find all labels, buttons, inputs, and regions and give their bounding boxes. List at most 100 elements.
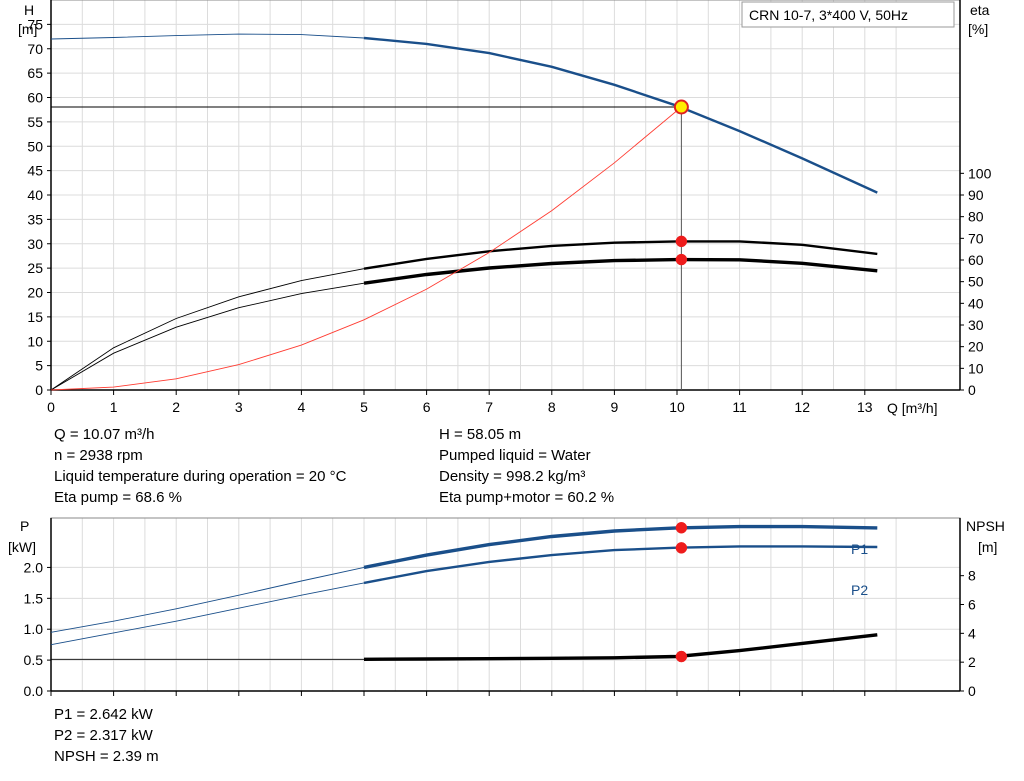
right-tick-label: 30 — [968, 317, 984, 333]
upper-left-axis-label-line1: H — [24, 2, 34, 18]
x-tick-label: 13 — [857, 399, 873, 415]
right-tick-label: 60 — [968, 252, 984, 268]
info-p1: P1 = 2.642 kW — [54, 706, 153, 723]
series-label-p1: P1 — [851, 541, 868, 557]
legend-box-text: CRN 10-7, 3*400 V, 50Hz — [749, 7, 908, 23]
info-flow: Q = 10.07 m³/h — [54, 426, 155, 443]
left-tick-label: 50 — [27, 138, 43, 154]
duty-point-marker — [673, 99, 689, 115]
left-tick-label: 60 — [27, 90, 43, 106]
x-axis-label: Q [m³/h] — [887, 400, 938, 416]
info-left: Q = 10.07 m³/h n = 2938 rpm Liquid tempe… — [54, 424, 346, 508]
left-tick-label: 30 — [27, 236, 43, 252]
x-tick-label: 6 — [423, 399, 431, 415]
info-eta-pump-motor: Eta pump+motor = 60.2 % — [439, 489, 615, 506]
info-npsh: NPSH = 2.39 m — [54, 748, 159, 765]
x-tick-label: 3 — [235, 399, 243, 415]
right-tick-label: 6 — [968, 597, 976, 613]
lower-markers — [675, 522, 688, 663]
right-tick-label: 90 — [968, 187, 984, 203]
series-line-1 — [363, 545, 878, 585]
right-tick-label: 8 — [968, 568, 976, 584]
operating-point-marker — [675, 235, 688, 248]
operating-point-marker — [675, 253, 688, 266]
right-tick-label: 70 — [968, 230, 984, 246]
x-tick-label: 11 — [732, 399, 747, 415]
x-tick-label: 1 — [110, 399, 118, 415]
upper-left-axis-label-line2: [m] — [18, 21, 37, 37]
series-line-thin-0 — [50, 566, 365, 633]
upper-right-axis-label-line1: eta — [970, 2, 990, 18]
lower-grid — [50, 517, 961, 692]
right-tick-label: 80 — [968, 209, 984, 225]
operating-point-marker — [675, 542, 688, 554]
left-tick-label: 55 — [27, 114, 43, 130]
info-bottom: P1 = 2.642 kW P2 = 2.317 kW NPSH = 2.39 … — [54, 704, 159, 767]
x-tick-label: 5 — [360, 399, 368, 415]
upper-tick-labels: 0510152025303540455055606570750102030405… — [27, 16, 991, 415]
right-tick-label: 4 — [968, 625, 976, 641]
lower-left-axis-label-line1: P — [20, 518, 29, 534]
info-eta-pump: Eta pump = 68.6 % — [54, 489, 182, 506]
operating-point-marker — [675, 650, 688, 663]
lower-left-axis-label-line2: [kW] — [8, 539, 36, 555]
left-tick-label: 35 — [27, 211, 43, 227]
lower-right-axis-label-line1: NPSH — [966, 518, 1005, 534]
series-line-2 — [363, 257, 878, 285]
series-line-thin-1 — [50, 582, 365, 646]
series-line-thin-3 — [50, 106, 682, 391]
x-tick-label: 0 — [47, 399, 55, 415]
left-tick-label: 1.5 — [24, 590, 44, 606]
series-line-2 — [363, 633, 878, 661]
legend-box — [741, 1, 955, 28]
right-tick-label: 10 — [968, 360, 984, 376]
left-tick-label: 70 — [27, 41, 43, 57]
left-tick-label: 20 — [27, 285, 43, 301]
upper-markers — [673, 99, 689, 266]
operating-point-marker — [675, 522, 688, 534]
left-tick-label: 0.0 — [24, 683, 44, 699]
left-tick-label: 15 — [27, 309, 43, 325]
info-speed: n = 2938 rpm — [54, 447, 143, 464]
right-tick-label: 20 — [968, 339, 984, 355]
info-right: H = 58.05 m Pumped liquid = Water Densit… — [439, 424, 614, 508]
info-pumped-liquid: Pumped liquid = Water — [439, 447, 591, 464]
left-tick-label: 25 — [27, 260, 43, 276]
right-tick-label: 0 — [968, 683, 976, 699]
left-tick-label: 10 — [27, 333, 43, 349]
left-tick-label: 5 — [35, 358, 43, 374]
x-tick-label: 10 — [669, 399, 685, 415]
series-line-thin-2 — [50, 282, 365, 391]
x-tick-label: 2 — [172, 399, 180, 415]
info-p2: P2 = 2.317 kW — [54, 727, 153, 744]
info-density: Density = 998.2 kg/m³ — [439, 468, 586, 485]
x-tick-label: 7 — [485, 399, 493, 415]
series-line-thin-1 — [50, 268, 365, 391]
right-tick-label: 100 — [968, 165, 992, 181]
upper-grid — [50, 0, 961, 391]
right-tick-label: 50 — [968, 274, 984, 290]
right-tick-label: 2 — [968, 654, 976, 670]
left-tick-label: 40 — [27, 187, 43, 203]
series-line-0 — [363, 36, 878, 194]
lower-tick-labels: 0.0 0.5 1.0 1.5 2.0 0 2 4 6 8 — [24, 559, 976, 699]
left-tick-label: 45 — [27, 163, 43, 179]
series-label-p2: P2 — [851, 582, 868, 598]
upper-chart: 0510152025303540455055606570750102030405… — [18, 0, 992, 416]
lower-right-axis-label-line2: [m] — [978, 539, 997, 555]
x-tick-label: 4 — [298, 399, 306, 415]
left-tick-label: 0.5 — [24, 652, 44, 668]
series-line-1 — [363, 240, 878, 270]
series-line-thin-0 — [50, 33, 365, 40]
left-tick-label: 1.0 — [24, 621, 44, 637]
left-tick-label: 75 — [27, 16, 43, 32]
right-tick-label: 0 — [968, 382, 976, 398]
x-tick-label: 12 — [794, 399, 810, 415]
info-liquid-temperature: Liquid temperature during operation = 20… — [54, 468, 347, 485]
series-line-0 — [363, 524, 878, 570]
left-tick-label: 0 — [35, 382, 43, 398]
info-head: H = 58.05 m — [439, 426, 522, 443]
lower-series — [50, 524, 878, 661]
